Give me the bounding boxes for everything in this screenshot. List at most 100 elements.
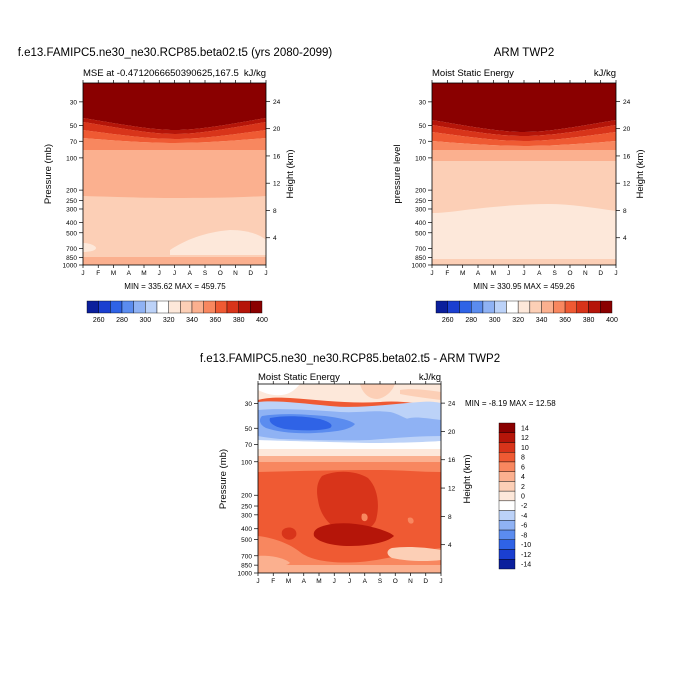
xtick-label: O [567, 270, 572, 277]
ytick-label: 200 [241, 493, 252, 500]
colorbar-swatch [494, 300, 507, 314]
ytick-label: 250 [241, 504, 252, 511]
ytick-right-label: 24 [623, 99, 631, 106]
colorbar-swatch [482, 300, 495, 314]
colorbar-tick-label: 340 [536, 317, 548, 324]
panel-diff-title: f.e13.FAMIPC5.ne30_ne30.RCP85.beta02.t5 … [200, 353, 500, 365]
panel-model-title: f.e13.FAMIPC5.ne30_ne30.RCP85.beta02.t5 … [18, 47, 333, 59]
ytick-label: 100 [66, 155, 77, 162]
panel-obs-title: ARM TWP2 [494, 47, 555, 59]
colorbar-swatch [498, 452, 516, 463]
colorbar-tick-label: 2 [521, 484, 525, 491]
colorbar-tick-label: 280 [116, 317, 128, 324]
xtick-label: A [188, 270, 193, 277]
colorbar-swatch [588, 300, 601, 314]
ytick-label: 30 [70, 99, 78, 106]
xtick-label: J [173, 270, 176, 277]
colorbar-tick-label: 280 [465, 317, 477, 324]
ytick-right-label: 24 [448, 401, 456, 408]
panel-model-minmax: MIN = 335.62 MAX = 459.75 [124, 282, 226, 291]
colorbar-swatch [447, 300, 460, 314]
xtick-label: N [583, 270, 588, 277]
xtick-label: F [271, 578, 275, 585]
colorbar-swatch [498, 510, 516, 521]
xtick-label: J [333, 578, 336, 585]
colorbar-swatch [226, 300, 239, 314]
ytick-right-label: 16 [273, 153, 281, 160]
colorbar-tick-label: 300 [139, 317, 151, 324]
colorbar-swatch [498, 471, 516, 482]
colorbar-tick-label: 260 [93, 317, 105, 324]
panel-diff-ylabel: Pressure (mb) [218, 449, 229, 509]
xtick-label: D [423, 578, 428, 585]
ytick-right-label: 20 [623, 126, 631, 133]
colorbar-swatch [564, 300, 577, 314]
colorbar-swatch [498, 549, 516, 560]
colorbar-swatch [600, 300, 613, 314]
panel-model-left-string: MSE at -0.4712066650390625,167.5 [83, 68, 239, 79]
ytick-label: 30 [245, 401, 253, 408]
colorbar-swatch [215, 300, 228, 314]
xtick-label: J [81, 270, 84, 277]
panel-diff-field [258, 384, 441, 573]
ytick-label: 700 [241, 553, 252, 560]
colorbar-swatch [238, 300, 251, 314]
ytick-right-label: 16 [448, 457, 456, 464]
colorbar-swatch [498, 539, 516, 550]
xtick-label: J [522, 270, 525, 277]
colorbar-tick-label: 0 [521, 494, 525, 501]
xtick-label: S [203, 270, 208, 277]
panel-diff-left-string: Moist Static Energy [258, 372, 340, 383]
colorbar-tick-label: -12 [521, 552, 531, 559]
colorbar-swatch [110, 300, 123, 314]
ytick-right-label: 20 [273, 126, 281, 133]
panel-model-ylabel-right: Height (km) [285, 149, 296, 198]
colorbar-swatch [435, 300, 448, 314]
ytick-label: 850 [415, 255, 426, 262]
ytick-label: 200 [415, 188, 426, 195]
colorbar-tick-label: 380 [583, 317, 595, 324]
colorbar-tick-label: 360 [209, 317, 221, 324]
colorbar-swatch [506, 300, 519, 314]
colorbar-swatch [553, 300, 566, 314]
xtick-label: M [460, 270, 465, 277]
panel-model-colorbar: 260 280 300 320 340 360 380 400 [86, 300, 268, 324]
colorbar-tick-label: 260 [442, 317, 454, 324]
ytick-label: 1000 [412, 263, 427, 270]
ytick-label: 500 [241, 537, 252, 544]
ytick-right-label: 4 [448, 542, 452, 549]
xtick-label: J [158, 270, 161, 277]
panel-model: f.e13.FAMIPC5.ne30_ne30.RCP85.beta02.t5 … [18, 47, 333, 324]
panel-diff-ylabel-right: Height (km) [462, 454, 473, 503]
panel-obs-field [432, 83, 616, 265]
colorbar-tick-label: 14 [521, 425, 529, 432]
colorbar-tick-label: 300 [489, 317, 501, 324]
panel-obs-minmax: MIN = 330.95 MAX = 459.26 [473, 282, 575, 291]
ytick-label: 100 [415, 155, 426, 162]
ytick-label: 70 [419, 139, 427, 146]
ytick-label: 1000 [238, 571, 253, 578]
panel-model-units: kJ/kg [244, 68, 266, 79]
colorbar-tick-label: 4 [521, 474, 525, 481]
ytick-label: 250 [66, 198, 77, 205]
xtick-label: J [614, 270, 617, 277]
ytick-right-label: 16 [623, 153, 631, 160]
colorbar-tick-label: 360 [559, 317, 571, 324]
xtick-label: D [598, 270, 603, 277]
ytick-label: 500 [66, 230, 77, 237]
colorbar-swatch [145, 300, 158, 314]
ytick-label: 700 [66, 246, 77, 253]
xtick-label: M [491, 270, 496, 277]
colorbar-tick-label: 320 [512, 317, 524, 324]
panel-model-ylabel: Pressure (mb) [43, 144, 54, 204]
colorbar-swatch [121, 300, 134, 314]
xtick-label: M [286, 578, 291, 585]
colorbar-swatch [459, 300, 472, 314]
xtick-label: S [552, 270, 557, 277]
xtick-label: D [248, 270, 253, 277]
ytick-label: 300 [241, 512, 252, 519]
xtick-label: S [378, 578, 383, 585]
colorbar-swatch [133, 300, 146, 314]
colorbar-swatch [517, 300, 531, 314]
